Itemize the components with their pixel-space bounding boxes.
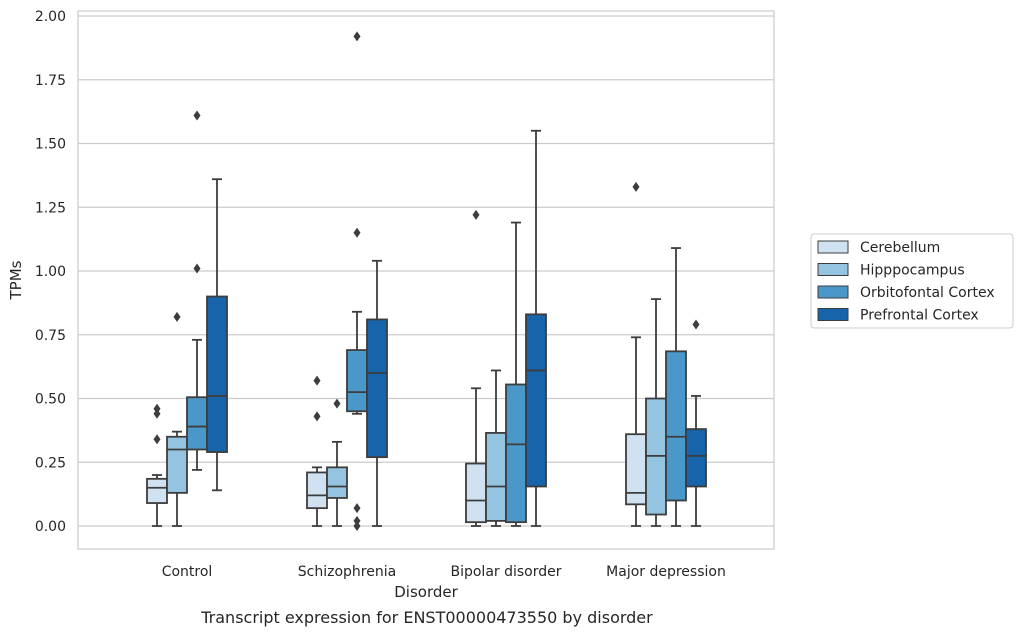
y-tick-label: 1.00 bbox=[35, 264, 66, 280]
outlier-point bbox=[193, 110, 201, 121]
y-tick-label: 0.25 bbox=[35, 455, 66, 471]
legend-entry: Cerebellum bbox=[860, 240, 940, 256]
outlier-point bbox=[193, 263, 201, 274]
legend-entry: Hipppocampus bbox=[860, 263, 965, 279]
box bbox=[326, 466, 348, 499]
box bbox=[206, 295, 228, 453]
outlier-point bbox=[173, 311, 181, 322]
box-group bbox=[505, 221, 527, 527]
legend: Cerebellum Hipppocampus Orbitofontal Corte… bbox=[810, 233, 1014, 329]
y-axis-label: TPMs bbox=[7, 260, 25, 300]
outlier-point bbox=[692, 319, 700, 330]
outlier-point bbox=[353, 227, 361, 238]
chart-caption: Transcript expression for ENST0000047355… bbox=[200, 608, 653, 627]
legend-swatch bbox=[817, 308, 849, 321]
outlier-point bbox=[632, 181, 640, 192]
y-tick-label: 0.50 bbox=[35, 392, 66, 408]
box-group bbox=[186, 110, 208, 471]
box-group bbox=[366, 259, 388, 527]
box bbox=[366, 318, 388, 459]
outlier-point bbox=[153, 403, 161, 414]
x-tick-label: Major depression bbox=[606, 564, 726, 580]
box-group bbox=[525, 129, 547, 527]
plot-frame bbox=[77, 10, 775, 550]
box-group bbox=[665, 247, 687, 527]
box bbox=[665, 350, 687, 502]
x-tick-label: Schizophrenia bbox=[298, 564, 396, 580]
outlier-point bbox=[333, 398, 341, 409]
outlier-point bbox=[313, 411, 321, 422]
box-group bbox=[625, 181, 647, 527]
box bbox=[306, 471, 328, 510]
y-tick-label: 0.00 bbox=[35, 519, 66, 535]
box bbox=[525, 313, 547, 488]
box bbox=[346, 349, 368, 413]
legend-swatch bbox=[817, 240, 849, 254]
box bbox=[685, 428, 707, 488]
outlier-point bbox=[153, 434, 161, 445]
box-group bbox=[465, 209, 487, 527]
box bbox=[485, 432, 507, 522]
box-group bbox=[645, 298, 667, 527]
outlier-point bbox=[353, 503, 361, 514]
box bbox=[505, 383, 527, 524]
x-tick-label: Bipolar disorder bbox=[450, 564, 561, 580]
outlier-point bbox=[472, 209, 480, 220]
x-tick-label: Control bbox=[162, 564, 213, 580]
outlier-point bbox=[153, 408, 161, 419]
legend-entry: Prefrontal Cortex bbox=[860, 308, 979, 324]
x-axis-ticks: Control Schizophrenia Bipolar disorder Majo… bbox=[162, 564, 726, 580]
box-group bbox=[166, 311, 188, 527]
y-tick-label: 2.00 bbox=[35, 9, 66, 25]
y-tick-label: 0.75 bbox=[35, 328, 66, 344]
outlier-point bbox=[313, 375, 321, 386]
outlier-point bbox=[353, 31, 361, 42]
outlier-point bbox=[353, 515, 361, 526]
y-tick-label: 1.25 bbox=[35, 200, 66, 216]
box bbox=[625, 433, 647, 506]
box-group bbox=[346, 31, 368, 531]
legend-frame bbox=[810, 233, 1014, 329]
outlier-point bbox=[353, 521, 361, 531]
legend-swatch bbox=[817, 285, 849, 299]
box-group bbox=[146, 403, 168, 527]
y-tick-label: 1.50 bbox=[35, 137, 66, 153]
box-group bbox=[206, 178, 228, 492]
box bbox=[186, 396, 208, 451]
box-group bbox=[485, 369, 507, 527]
box-group bbox=[685, 319, 707, 527]
x-axis-label: Disorder bbox=[394, 583, 458, 601]
boxes bbox=[146, 31, 707, 531]
legend-swatch bbox=[817, 263, 849, 276]
y-axis-ticks: 0.00 0.25 0.50 0.75 1.00 1.25 1.50 1.75 2.00 bbox=[35, 9, 66, 535]
legend-entry: Orbitofontal Cortex bbox=[860, 285, 995, 301]
box bbox=[166, 435, 188, 494]
box-group bbox=[326, 398, 348, 527]
box bbox=[146, 477, 168, 504]
y-tick-label: 1.75 bbox=[35, 73, 66, 89]
box bbox=[465, 462, 487, 524]
